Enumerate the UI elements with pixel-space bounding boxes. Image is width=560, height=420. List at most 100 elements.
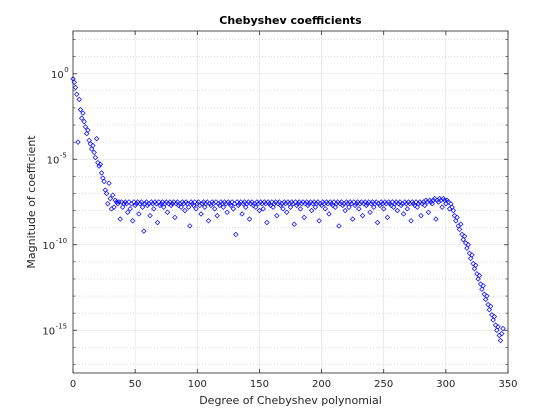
data-point bbox=[342, 207, 348, 214]
data-point bbox=[430, 197, 437, 203]
data-point bbox=[111, 204, 117, 210]
data-point bbox=[115, 201, 121, 207]
y-tick-base: 10 bbox=[42, 241, 55, 252]
data-point bbox=[393, 199, 399, 205]
data-point bbox=[137, 201, 143, 207]
data-point bbox=[414, 204, 420, 210]
data-point bbox=[445, 199, 452, 205]
data-point bbox=[369, 199, 376, 205]
data-point bbox=[463, 240, 469, 246]
data-point bbox=[313, 201, 320, 207]
data-point bbox=[158, 201, 164, 207]
data-point bbox=[214, 212, 220, 219]
data-point bbox=[322, 206, 328, 212]
data-point bbox=[384, 214, 391, 221]
data-point bbox=[81, 118, 87, 125]
data-point bbox=[256, 207, 263, 214]
data-point bbox=[484, 293, 490, 299]
data-point bbox=[485, 301, 491, 308]
data-point bbox=[204, 199, 210, 205]
data-point bbox=[271, 201, 278, 207]
data-point bbox=[479, 286, 485, 292]
data-point bbox=[127, 206, 133, 212]
data-point bbox=[359, 212, 366, 219]
data-point bbox=[392, 201, 398, 207]
data-point bbox=[275, 201, 281, 207]
data-point bbox=[316, 218, 322, 224]
data-point bbox=[349, 216, 356, 222]
data-point bbox=[298, 201, 305, 207]
data-point bbox=[306, 201, 312, 207]
data-point bbox=[240, 201, 246, 207]
data-point bbox=[182, 207, 188, 214]
data-point bbox=[307, 199, 314, 205]
data-point bbox=[83, 130, 90, 137]
data-point bbox=[193, 206, 199, 212]
data-point bbox=[97, 161, 104, 168]
data-point bbox=[133, 201, 140, 207]
data-point bbox=[284, 209, 290, 215]
data-point bbox=[310, 201, 316, 207]
data-point bbox=[129, 218, 136, 224]
data-point bbox=[472, 262, 479, 268]
data-point bbox=[425, 209, 432, 215]
data-point bbox=[297, 206, 304, 212]
y-tick-exponent: 0 bbox=[64, 66, 68, 74]
data-point bbox=[213, 199, 219, 205]
data-point bbox=[475, 276, 481, 282]
data-point bbox=[352, 202, 358, 209]
data-point bbox=[469, 252, 475, 258]
y-tick-base: 10 bbox=[47, 155, 60, 166]
data-point bbox=[491, 313, 498, 320]
data-point bbox=[419, 201, 425, 207]
data-point bbox=[305, 202, 311, 209]
data-point bbox=[294, 202, 300, 209]
x-tick-label: 300 bbox=[436, 379, 455, 390]
data-point bbox=[190, 202, 197, 209]
data-point bbox=[470, 260, 476, 267]
data-point bbox=[373, 199, 379, 205]
data-point bbox=[96, 163, 102, 169]
data-point bbox=[394, 207, 401, 214]
data-point bbox=[481, 291, 488, 298]
data-point bbox=[172, 214, 178, 221]
data-point bbox=[374, 219, 381, 226]
data-point bbox=[335, 199, 341, 205]
data-point bbox=[118, 199, 125, 205]
data-point bbox=[228, 202, 234, 209]
data-point bbox=[267, 202, 274, 209]
data-point bbox=[138, 199, 145, 205]
data-point bbox=[74, 91, 80, 97]
data-point bbox=[301, 214, 307, 221]
data-point bbox=[194, 201, 200, 207]
data-point bbox=[477, 281, 484, 287]
data-point bbox=[173, 201, 179, 207]
data-point bbox=[332, 204, 338, 210]
data-point bbox=[333, 201, 340, 207]
data-point bbox=[106, 180, 112, 186]
data-point bbox=[220, 204, 227, 210]
data-point bbox=[144, 202, 151, 209]
data-point bbox=[287, 204, 294, 210]
axes-box bbox=[72, 30, 509, 374]
data-point bbox=[154, 219, 161, 226]
data-point bbox=[466, 250, 473, 256]
data-point bbox=[233, 231, 239, 238]
x-axis-label: Degree of Chebyshev polynomial bbox=[199, 394, 382, 407]
data-point bbox=[417, 199, 423, 205]
data-point bbox=[199, 201, 205, 207]
data-point bbox=[353, 201, 360, 207]
data-point bbox=[229, 199, 235, 205]
data-point bbox=[120, 204, 126, 210]
data-point bbox=[453, 218, 459, 224]
data-point bbox=[358, 199, 365, 205]
data-point bbox=[312, 204, 319, 210]
data-point bbox=[366, 199, 372, 205]
data-point bbox=[170, 199, 177, 205]
data-point bbox=[245, 199, 251, 205]
x-axis-ticks: 0 50 100 150 200 250 300 350 bbox=[70, 31, 518, 390]
data-point bbox=[400, 211, 407, 217]
data-point bbox=[139, 204, 146, 210]
data-point bbox=[415, 201, 422, 207]
data-point bbox=[497, 337, 504, 344]
